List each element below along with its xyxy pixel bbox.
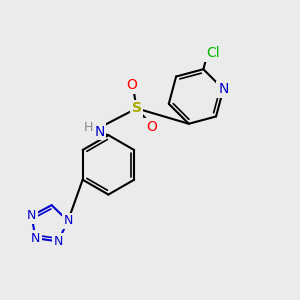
Text: N: N: [27, 209, 36, 222]
Text: Cl: Cl: [206, 46, 219, 60]
Text: O: O: [146, 120, 157, 134]
Text: N: N: [94, 124, 105, 139]
Text: N: N: [218, 82, 229, 96]
Text: N: N: [53, 235, 63, 248]
Text: H: H: [83, 121, 93, 134]
Text: S: S: [132, 101, 142, 116]
Text: O: O: [127, 78, 138, 92]
Text: N: N: [31, 232, 40, 245]
Text: N: N: [63, 214, 73, 227]
